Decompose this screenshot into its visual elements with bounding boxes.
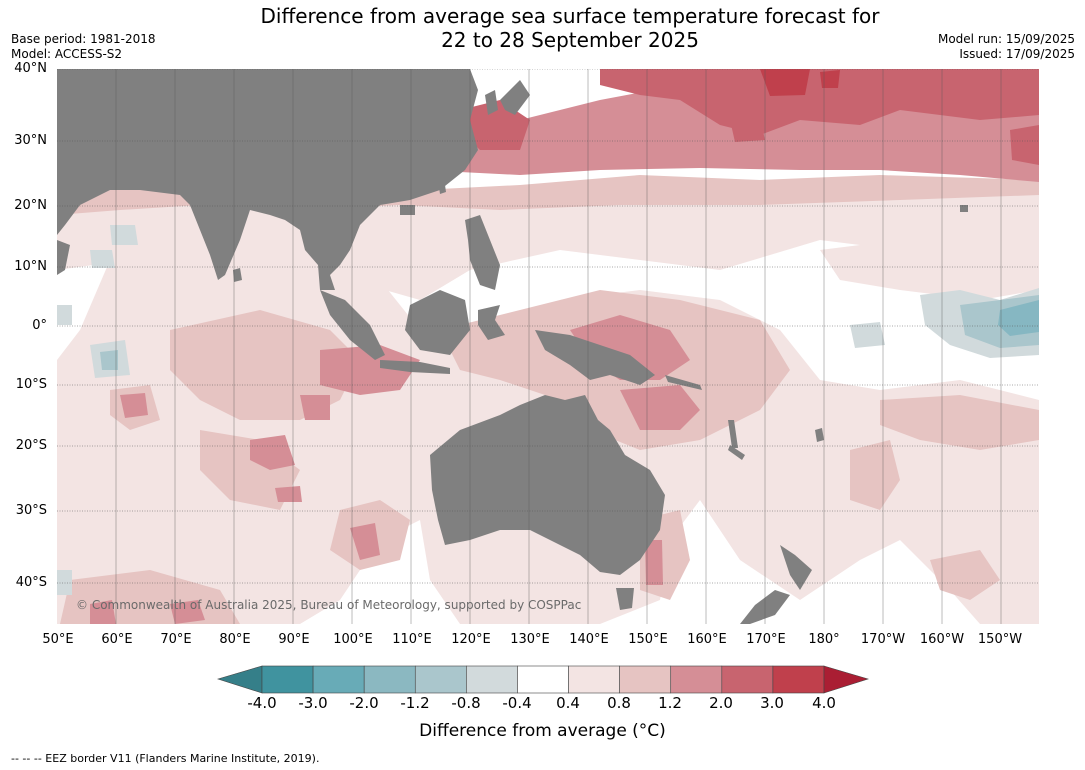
title-line-2: 22 to 28 September 2025	[441, 28, 699, 52]
colorbar-segment	[466, 665, 518, 694]
lat-label: 40°N	[14, 61, 47, 76]
colorbar	[216, 665, 870, 694]
colorbar-tick: 4.0	[812, 694, 836, 712]
colorbar-tick: -3.0	[298, 694, 328, 712]
lat-label: 0°	[32, 318, 47, 333]
colorbar-tick: 2.0	[709, 694, 733, 712]
lon-label: 80°E	[219, 632, 251, 647]
colorbar-segment	[261, 665, 314, 694]
lat-label: 40°S	[15, 575, 47, 590]
lon-label: 140°E	[569, 632, 609, 647]
korea-landmass	[485, 90, 498, 115]
anomaly-warm	[460, 69, 1039, 165]
colorbar-tick: 1.2	[658, 694, 682, 712]
borneo-landmass	[405, 290, 470, 355]
anomaly-cool	[998, 300, 1039, 336]
colorbar-label: Difference from average (°C)	[419, 721, 666, 741]
lon-label: 160°E	[687, 632, 727, 647]
colorbar-tick: -0.4	[502, 694, 532, 712]
land-masses	[57, 69, 968, 624]
lon-label: 150°E	[628, 632, 668, 647]
japan-landmass	[500, 80, 530, 115]
lon-label: 150°W	[977, 632, 1023, 647]
anomaly-very-warm	[760, 69, 840, 96]
metadata-right: Model run: 15/09/2025 Issued: 17/09/2025	[938, 32, 1075, 62]
colorbar-segment	[517, 665, 569, 694]
graticule	[57, 69, 1039, 584]
lon-label: 160°W	[919, 632, 965, 647]
tasmania-landmass	[616, 588, 634, 610]
copyright-notice: © Commonwealth of Australia 2025, Bureau…	[76, 598, 581, 612]
lon-label: 170°W	[860, 632, 906, 647]
meridians	[115, 69, 1002, 624]
metadata-left: Base period: 1981-2018 Model: ACCESS-S2	[11, 32, 156, 62]
java-landmass	[380, 360, 450, 374]
eez-footnote: -- -- -- EEZ border V11 (Flanders Marine…	[11, 752, 320, 765]
colorbar-segment	[619, 665, 672, 694]
title-line-1: Difference from average sea surface temp…	[260, 4, 880, 28]
lon-label: 50°E	[42, 632, 74, 647]
issued-date: Issued: 17/09/2025	[959, 47, 1075, 61]
model-run: Model run: 15/09/2025	[937, 32, 1075, 46]
lon-label: 120°E	[451, 632, 491, 647]
colorbar-segments	[261, 665, 825, 694]
lat-label: 20°N	[14, 198, 47, 213]
sumatra-landmass	[320, 290, 385, 360]
colorbar-tick: -0.8	[451, 694, 481, 712]
chart-title: Difference from average sea surface temp…	[0, 4, 1085, 52]
colorbar-segment	[312, 665, 365, 694]
lat-label: 30°N	[14, 133, 47, 148]
colorbar-segment	[414, 665, 467, 694]
colorbar-under-arrow	[216, 665, 263, 694]
lon-label: 100°E	[333, 632, 373, 647]
lon-label: 130°E	[510, 632, 550, 647]
colorbar-segment	[670, 665, 723, 694]
new-guinea-landmass	[535, 330, 655, 385]
lat-label: 30°S	[15, 503, 47, 518]
colorbar-tick: -2.0	[349, 694, 379, 712]
lon-label: 170°E	[746, 632, 786, 647]
model-name: Model: ACCESS-S2	[11, 47, 123, 61]
colorbar-segment	[363, 665, 416, 694]
lat-label: 20°S	[15, 438, 47, 453]
asia-landmass	[57, 69, 478, 290]
lat-label: 10°N	[14, 259, 47, 274]
colorbar-tick: -1.2	[400, 694, 430, 712]
lon-label: 180°	[808, 632, 840, 647]
lat-label: 10°S	[15, 377, 47, 392]
arabia-landmass	[57, 240, 70, 275]
sulawesi-landmass	[478, 305, 505, 340]
colorbar-tick: -4.0	[247, 694, 277, 712]
colorbar-tick: 0.4	[556, 694, 580, 712]
colorbar-over-arrow	[823, 665, 870, 694]
colorbar-segment	[772, 665, 825, 694]
colorbar-tick: 3.0	[760, 694, 784, 712]
australia-landmass	[430, 395, 665, 575]
colorbar-segment	[721, 665, 774, 694]
lon-label: 60°E	[101, 632, 133, 647]
base-period: Base period: 1981-2018	[11, 32, 156, 46]
colorbar-tick: 0.8	[607, 694, 631, 712]
lon-label: 70°E	[160, 632, 192, 647]
lon-label: 110°E	[392, 632, 432, 647]
lon-label: 90°E	[278, 632, 310, 647]
philippines-landmass	[465, 215, 500, 290]
colorbar-segment	[568, 665, 620, 694]
new-zealand-north	[780, 545, 812, 590]
